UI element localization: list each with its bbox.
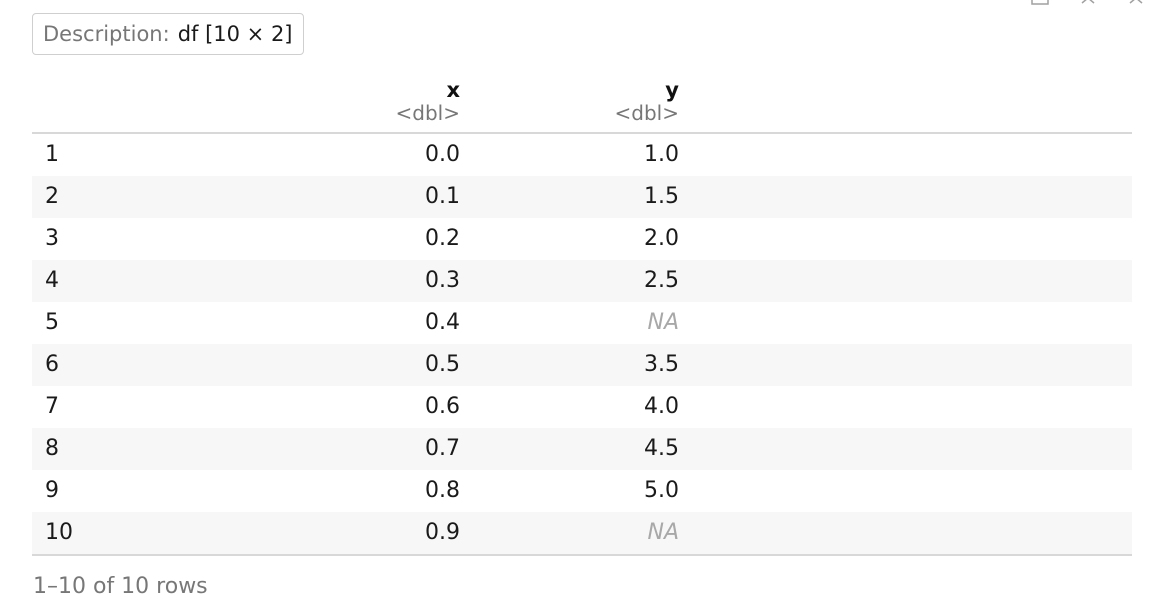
row-index: 9 [45, 478, 59, 503]
row-count-footer: 1–10 of 10 rows [33, 574, 208, 599]
table-row: 9 0.8 5.0 [32, 470, 1132, 512]
column-header-x[interactable]: x <dbl> [396, 78, 460, 124]
row-index: 7 [45, 394, 59, 419]
table-row: 5 0.4 NA [32, 302, 1132, 344]
cell-x: 0.8 [425, 478, 460, 503]
table-row: 7 0.6 4.0 [32, 386, 1132, 428]
cell-y: NA [647, 310, 679, 335]
description-label: Description: [43, 22, 170, 46]
cell-x: 0.5 [425, 352, 460, 377]
cell-y: 4.5 [644, 436, 679, 461]
window-controls [1030, 0, 1146, 6]
table-row: 2 0.1 1.5 [32, 176, 1132, 218]
row-index: 8 [45, 436, 59, 461]
table-bottom-divider [32, 554, 1132, 556]
table-row: 1 0.0 1.0 [32, 134, 1132, 176]
description-value: df [10 × 2] [177, 22, 293, 46]
export-icon[interactable] [1030, 0, 1050, 6]
data-table: x <dbl> y <dbl> 1 0.0 1.0 2 0.1 1.5 3 0.2 2.0 4 0.… [32, 76, 1132, 556]
row-index: 5 [45, 310, 59, 335]
table-header: x <dbl> y <dbl> [32, 76, 1132, 134]
cell-x: 0.0 [425, 142, 460, 167]
cell-x: 0.7 [425, 436, 460, 461]
column-header-y[interactable]: y <dbl> [615, 78, 679, 124]
table-row: 8 0.7 4.5 [32, 428, 1132, 470]
cell-x: 0.2 [425, 226, 460, 251]
table-row: 6 0.5 3.5 [32, 344, 1132, 386]
cell-x: 0.4 [425, 310, 460, 335]
table-row: 3 0.2 2.0 [32, 218, 1132, 260]
cell-x: 0.3 [425, 268, 460, 293]
cell-x: 0.9 [425, 520, 460, 545]
cell-y: 5.0 [644, 478, 679, 503]
cell-x: 0.1 [425, 184, 460, 209]
column-name: y [665, 78, 679, 102]
close-icon[interactable] [1126, 0, 1146, 6]
minimize-icon[interactable] [1078, 0, 1098, 6]
cell-y: 3.5 [644, 352, 679, 377]
table-row: 10 0.9 NA [32, 512, 1132, 554]
row-index: 3 [45, 226, 59, 251]
cell-x: 0.6 [425, 394, 460, 419]
row-index: 6 [45, 352, 59, 377]
cell-y: 1.5 [644, 184, 679, 209]
row-index: 1 [45, 142, 59, 167]
cell-y: 1.0 [644, 142, 679, 167]
column-type: <dbl> [395, 101, 460, 125]
row-index: 4 [45, 268, 59, 293]
column-name: x [446, 78, 460, 102]
cell-y: 2.5 [644, 268, 679, 293]
table-body: 1 0.0 1.0 2 0.1 1.5 3 0.2 2.0 4 0.3 2.5 5 0.4 NA 6 0.5 3.… [32, 134, 1132, 554]
cell-y: 4.0 [644, 394, 679, 419]
table-row: 4 0.3 2.5 [32, 260, 1132, 302]
cell-y: 2.0 [644, 226, 679, 251]
row-index: 2 [45, 184, 59, 209]
column-type: <dbl> [614, 101, 679, 125]
description-badge: Description: df [10 × 2] [32, 13, 304, 55]
cell-y: NA [647, 520, 679, 545]
row-index: 10 [45, 520, 73, 545]
